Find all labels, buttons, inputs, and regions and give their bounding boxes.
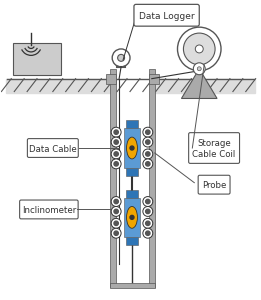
Circle shape (111, 218, 121, 228)
Bar (126, 190, 138, 198)
Bar (126, 237, 138, 245)
Circle shape (146, 140, 150, 144)
FancyBboxPatch shape (134, 4, 199, 26)
Circle shape (143, 218, 153, 228)
Ellipse shape (127, 206, 138, 228)
Circle shape (114, 209, 118, 214)
Circle shape (143, 159, 153, 169)
Circle shape (111, 137, 121, 147)
Bar (6, 79, 255, 92)
Bar (126, 120, 138, 128)
Circle shape (146, 209, 150, 214)
Circle shape (177, 27, 221, 71)
Circle shape (143, 228, 153, 238)
Bar (149, 69, 155, 287)
Circle shape (111, 159, 121, 169)
Circle shape (111, 127, 121, 137)
Circle shape (118, 54, 124, 61)
Circle shape (114, 231, 118, 236)
FancyBboxPatch shape (20, 200, 78, 219)
Bar (124, 198, 140, 237)
Circle shape (146, 199, 150, 204)
Ellipse shape (127, 137, 138, 159)
Circle shape (146, 152, 150, 156)
Text: Storage
Cable Coil: Storage Cable Coil (192, 139, 236, 159)
Circle shape (143, 137, 153, 147)
Text: Probe: Probe (202, 181, 226, 190)
Bar (126, 168, 138, 176)
Bar (106, 74, 116, 84)
Circle shape (111, 149, 121, 159)
Circle shape (114, 130, 118, 134)
FancyBboxPatch shape (27, 139, 78, 158)
Circle shape (143, 127, 153, 137)
Bar (116, 69, 149, 287)
Circle shape (197, 67, 201, 71)
Circle shape (143, 206, 153, 216)
Circle shape (183, 33, 215, 65)
Circle shape (130, 215, 134, 219)
Bar (149, 74, 159, 84)
Bar (124, 128, 140, 168)
Circle shape (146, 231, 150, 236)
Text: Data Cable: Data Cable (29, 145, 77, 154)
Bar (110, 283, 155, 288)
Circle shape (193, 63, 205, 75)
FancyBboxPatch shape (189, 133, 240, 164)
Circle shape (114, 199, 118, 204)
Circle shape (111, 206, 121, 216)
Circle shape (146, 221, 150, 226)
Circle shape (130, 146, 134, 150)
Circle shape (111, 228, 121, 238)
Circle shape (146, 162, 150, 166)
Bar (110, 69, 116, 287)
Circle shape (143, 149, 153, 159)
Circle shape (111, 196, 121, 206)
Circle shape (114, 140, 118, 144)
Circle shape (114, 162, 118, 166)
Circle shape (195, 45, 203, 53)
Circle shape (146, 130, 150, 134)
Text: Data Logger: Data Logger (139, 12, 194, 21)
Text: Inclinometer: Inclinometer (22, 206, 76, 215)
Circle shape (114, 152, 118, 156)
Circle shape (112, 49, 130, 67)
FancyBboxPatch shape (198, 175, 230, 194)
Bar (13, 43, 61, 75)
Circle shape (143, 196, 153, 206)
Polygon shape (181, 69, 217, 98)
Circle shape (114, 221, 118, 226)
